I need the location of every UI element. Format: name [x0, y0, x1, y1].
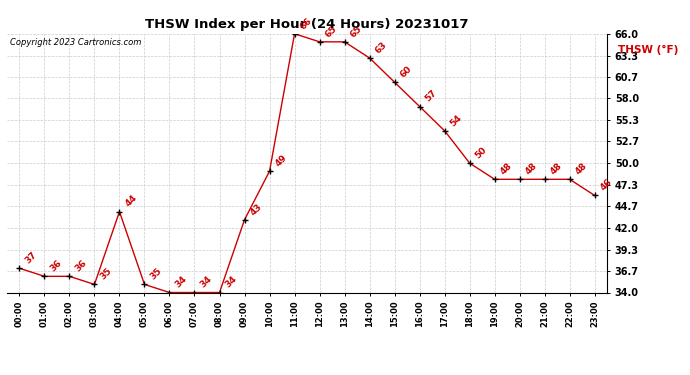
Text: 66: 66: [299, 16, 314, 31]
Text: THSW (°F): THSW (°F): [618, 45, 678, 55]
Text: 34: 34: [224, 274, 239, 290]
Text: 65: 65: [324, 24, 339, 39]
Text: 43: 43: [248, 202, 264, 217]
Text: 48: 48: [524, 161, 539, 177]
Text: 46: 46: [599, 177, 614, 193]
Text: 34: 34: [199, 274, 214, 290]
Text: 44: 44: [124, 194, 139, 209]
Text: 48: 48: [499, 161, 514, 177]
Text: 34: 34: [174, 274, 189, 290]
Title: THSW Index per Hour (24 Hours) 20231017: THSW Index per Hour (24 Hours) 20231017: [146, 18, 469, 31]
Text: 60: 60: [399, 64, 414, 80]
Text: 57: 57: [424, 88, 439, 104]
Text: 54: 54: [448, 113, 464, 128]
Text: 35: 35: [99, 266, 114, 282]
Text: Copyright 2023 Cartronics.com: Copyright 2023 Cartronics.com: [10, 38, 141, 46]
Text: 48: 48: [549, 161, 564, 177]
Text: 65: 65: [348, 24, 364, 39]
Text: 49: 49: [274, 153, 289, 168]
Text: 35: 35: [148, 266, 164, 282]
Text: 36: 36: [74, 258, 89, 273]
Text: 48: 48: [574, 161, 589, 177]
Text: 50: 50: [474, 145, 489, 160]
Text: 37: 37: [23, 250, 39, 266]
Text: 36: 36: [48, 258, 63, 273]
Text: 63: 63: [374, 40, 389, 55]
